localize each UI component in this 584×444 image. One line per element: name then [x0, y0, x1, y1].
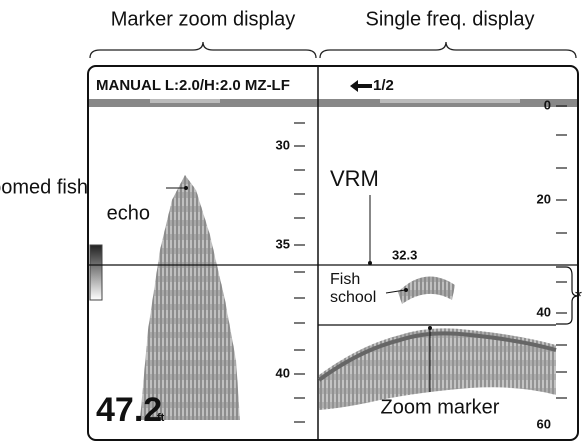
page: Marker zoom display Single freq. display…: [0, 0, 584, 444]
callout-zoomed: echo: [107, 202, 150, 224]
header-page: 1/2: [373, 77, 394, 94]
leader-dot: [428, 326, 432, 330]
callout-zoom-marker: Zoom marker: [381, 396, 500, 418]
leader-dot: [368, 261, 372, 265]
scale-label: 20: [537, 191, 551, 206]
scale-label: 30: [276, 137, 290, 152]
brace-right: [320, 42, 576, 58]
brace-left: [90, 42, 316, 58]
label-left: Marker zoom display: [111, 8, 296, 30]
scale-label: 40: [276, 365, 290, 380]
vrm-value: 32.3: [392, 247, 417, 262]
scale-label: 35: [276, 236, 290, 251]
label-right: Single freq. display: [366, 8, 535, 30]
leader-dot: [184, 186, 188, 190]
bracket-mark: *: [575, 287, 582, 307]
callout-school: Fish: [330, 271, 360, 288]
scale-label: 0: [544, 97, 551, 112]
vrm-label: VRM: [330, 166, 379, 191]
leader-dot: [404, 288, 408, 292]
depth-unit: ft: [157, 412, 165, 424]
top-bar-light: [380, 99, 520, 103]
callout-school: school: [330, 289, 376, 306]
scale-label: 60: [537, 416, 551, 431]
scale-label: 40: [537, 304, 551, 319]
color-bar: [90, 245, 102, 300]
depth-value: 47.2: [96, 391, 162, 429]
header-mode: MANUAL L:2.0/H:2.0 MZ-LF: [96, 77, 290, 94]
top-bar-light: [150, 99, 220, 103]
callout-zoomed: Zoomed fish: [0, 176, 88, 198]
